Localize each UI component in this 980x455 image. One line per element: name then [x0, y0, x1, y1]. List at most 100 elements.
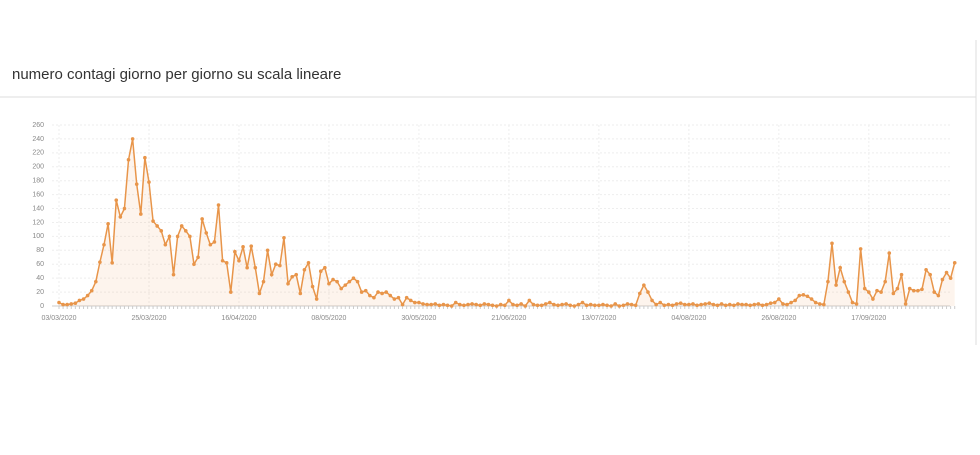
- point: [887, 251, 892, 255]
- point: [699, 302, 703, 307]
- point: [273, 262, 278, 267]
- point: [817, 302, 822, 306]
- point: [441, 302, 446, 307]
- point: [359, 290, 364, 294]
- point: [417, 300, 421, 305]
- point: [543, 302, 548, 306]
- point: [98, 260, 102, 264]
- point: [621, 303, 626, 308]
- point: [449, 304, 454, 308]
- x-tick-label: 08/05/2020: [311, 315, 346, 322]
- point: [564, 302, 568, 306]
- point: [678, 301, 683, 306]
- point: [351, 276, 356, 280]
- point: [658, 300, 663, 305]
- y-tick-label: 60: [36, 261, 44, 268]
- point: [748, 303, 753, 308]
- point: [396, 295, 401, 300]
- point: [437, 303, 442, 308]
- point: [875, 288, 879, 293]
- point: [269, 272, 274, 277]
- point: [912, 288, 916, 293]
- point: [388, 293, 393, 298]
- point: [81, 297, 86, 301]
- point: [588, 302, 593, 307]
- point: [682, 302, 687, 307]
- point: [687, 302, 691, 307]
- x-tick-label: 25/03/2020: [131, 315, 166, 322]
- point: [617, 304, 622, 308]
- y-tick-label: 0: [40, 303, 44, 310]
- point: [224, 261, 229, 265]
- point: [576, 302, 581, 307]
- point: [592, 303, 597, 308]
- point: [310, 284, 315, 289]
- point: [318, 269, 323, 273]
- y-tick-label: 80: [36, 247, 44, 254]
- point: [858, 247, 863, 251]
- point: [122, 206, 127, 211]
- point: [126, 158, 131, 162]
- point: [797, 293, 802, 298]
- point: [928, 272, 932, 277]
- point: [61, 302, 65, 307]
- point: [507, 298, 511, 303]
- point: [343, 283, 348, 287]
- point: [470, 302, 474, 306]
- point: [314, 297, 319, 301]
- point: [879, 290, 883, 294]
- point: [789, 300, 793, 305]
- point: [69, 302, 74, 306]
- point: [642, 283, 646, 287]
- point: [805, 294, 810, 299]
- point: [539, 303, 544, 308]
- point: [580, 300, 585, 305]
- point: [282, 235, 286, 240]
- point: [175, 234, 180, 239]
- point: [719, 302, 724, 306]
- point: [732, 303, 736, 308]
- point: [756, 302, 761, 306]
- point: [850, 300, 855, 305]
- point: [188, 234, 192, 239]
- point: [462, 303, 466, 308]
- point: [355, 279, 360, 284]
- point: [65, 302, 69, 307]
- y-tick-label: 180: [32, 178, 44, 185]
- point: [286, 281, 290, 286]
- y-tick-label: 40: [36, 275, 44, 282]
- point: [650, 298, 654, 303]
- point: [110, 261, 114, 265]
- point: [363, 288, 368, 293]
- point: [654, 302, 658, 307]
- point: [298, 291, 303, 296]
- point: [801, 293, 806, 297]
- point: [527, 298, 532, 303]
- point: [331, 277, 335, 282]
- point: [662, 303, 667, 308]
- point: [523, 304, 528, 308]
- point: [736, 302, 740, 306]
- point: [568, 303, 573, 308]
- point: [531, 302, 536, 307]
- x-tick-label: 04/08/2020: [671, 315, 706, 322]
- point: [228, 290, 233, 294]
- point: [265, 248, 270, 253]
- y-tick-label: 240: [32, 136, 44, 143]
- point: [253, 265, 258, 270]
- point: [237, 258, 241, 263]
- point: [785, 302, 789, 307]
- point: [768, 301, 773, 306]
- area: [59, 138, 955, 306]
- point: [413, 300, 417, 305]
- point: [233, 249, 237, 254]
- point: [257, 291, 262, 296]
- point: [503, 303, 507, 308]
- y-tick-label: 120: [32, 219, 44, 226]
- point: [404, 295, 409, 300]
- point: [261, 279, 266, 284]
- point: [498, 302, 503, 307]
- point: [560, 302, 564, 307]
